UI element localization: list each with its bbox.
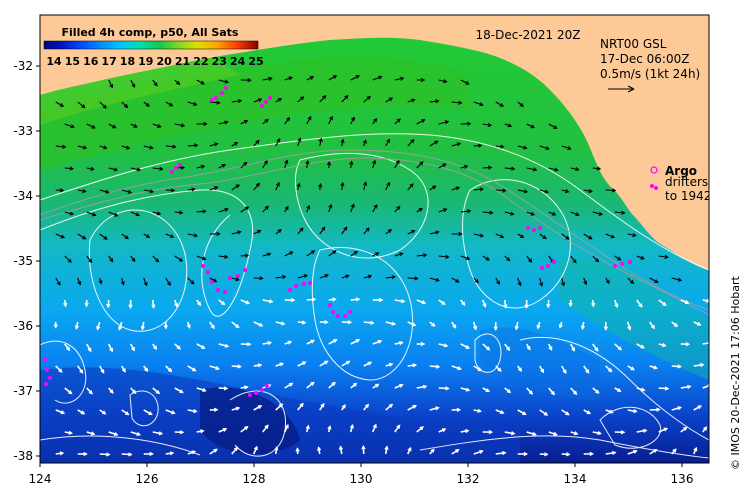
colorbar-tick-label: 23	[212, 55, 227, 68]
argo-float	[613, 264, 617, 268]
y-tick-label: -36	[13, 319, 33, 333]
colorbar-tick-label: 22	[193, 55, 208, 68]
argo-float	[328, 303, 332, 307]
colorbar-title: Filled 4h comp, p50, All Sats	[62, 26, 239, 39]
x-tick-label: 132	[457, 472, 480, 486]
argo-float	[224, 86, 228, 90]
argo-float	[540, 266, 544, 270]
product-line-2: 17-Dec 06:00Z	[600, 52, 689, 66]
x-tick-label: 128	[243, 472, 266, 486]
argo-float	[308, 281, 312, 285]
latitude-axis: -32 -33 -34 -35 -36 -37 -38	[13, 59, 40, 463]
argo-float	[206, 270, 210, 274]
argo-float	[343, 314, 347, 318]
argo-float	[45, 368, 49, 372]
argo-float	[254, 391, 258, 395]
argo-float	[48, 376, 52, 380]
argo-float	[44, 382, 48, 386]
argo-float	[223, 290, 227, 294]
colorbar-tick-label: 15	[65, 55, 80, 68]
y-tick-label: -38	[13, 449, 33, 463]
colorbar-tick-label: 18	[120, 55, 135, 68]
argo-float	[43, 358, 47, 362]
argo-float	[170, 170, 174, 174]
longitude-axis: 124 126 128 130 132 134 136	[29, 463, 694, 486]
product-line-1: NRT00 GSL	[600, 37, 667, 51]
x-tick-label: 130	[350, 472, 373, 486]
x-tick-label: 126	[136, 472, 159, 486]
argo-float	[210, 280, 214, 284]
colorbar-tick-label: 16	[83, 55, 99, 68]
date-label: 18-Dec-2021 20Z	[476, 28, 581, 42]
x-tick-label: 136	[671, 472, 694, 486]
legend-drifters-line2: to 1942 12Z	[665, 189, 739, 203]
argo-float	[288, 288, 292, 292]
y-tick-label: -34	[13, 189, 33, 203]
argo-float	[526, 226, 530, 230]
argo-float	[268, 96, 272, 100]
argo-float	[174, 166, 178, 170]
argo-float	[264, 100, 268, 104]
argo-float	[236, 274, 240, 278]
colorbar-tick-label: 24	[230, 55, 246, 68]
argo-float	[331, 310, 335, 314]
argo-float	[628, 260, 632, 264]
argo-float	[214, 96, 218, 100]
argo-float	[201, 264, 205, 268]
y-tick-label: -32	[13, 59, 33, 73]
credit-text: © IMOS 20-Dec-2021 17:06 Hobart	[729, 275, 742, 470]
argo-float	[538, 226, 542, 230]
colorbar-tick-label: 17	[101, 55, 116, 68]
x-tick-label: 124	[29, 472, 52, 486]
argo-float	[178, 163, 182, 167]
argo-float	[620, 262, 624, 266]
vector-scale-label: 0.5m/s (1kt 24h)	[600, 67, 700, 81]
drifter-legend-marker	[654, 186, 658, 190]
argo-float	[260, 388, 264, 392]
colorbar-tick-label: 19	[138, 55, 153, 68]
colorbar-tick-label: 21	[175, 55, 190, 68]
colorbar-tick-label: 14	[46, 55, 62, 68]
y-tick-label: -35	[13, 254, 33, 268]
argo-float	[294, 284, 298, 288]
drifter-legend-marker	[650, 184, 654, 188]
argo-float	[248, 393, 252, 397]
colorbar-tick-label: 25	[248, 55, 263, 68]
x-tick-label: 134	[564, 472, 587, 486]
argo-float	[348, 310, 352, 314]
argo-float	[243, 268, 247, 272]
argo-float	[552, 260, 556, 264]
argo-float	[228, 276, 232, 280]
argo-float	[546, 264, 550, 268]
argo-float	[220, 91, 224, 95]
argo-float	[302, 282, 306, 286]
argo-float	[260, 104, 264, 108]
argo-float	[216, 288, 220, 292]
y-tick-label: -33	[13, 124, 33, 138]
argo-float	[265, 384, 269, 388]
colorbar-ramp	[44, 41, 258, 49]
colorbar-tick-label: 20	[157, 55, 173, 68]
argo-float	[532, 228, 536, 232]
y-tick-label: -37	[13, 384, 33, 398]
argo-float	[336, 314, 340, 318]
argo-float	[210, 98, 214, 102]
legend-drifters-line1: drifters@12h	[665, 175, 743, 189]
